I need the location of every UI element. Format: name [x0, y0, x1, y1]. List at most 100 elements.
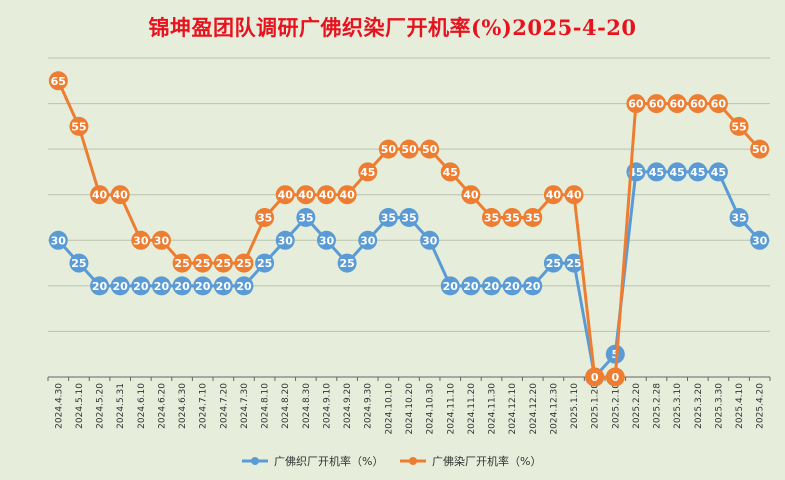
data-point	[48, 71, 68, 91]
data-point	[399, 139, 419, 159]
data-label: 55	[71, 120, 86, 133]
data-point	[378, 139, 398, 159]
data-label: 20	[113, 280, 129, 293]
data-point	[502, 208, 522, 227]
data-point	[378, 208, 398, 227]
legend-marker	[409, 457, 417, 465]
data-point	[296, 208, 316, 227]
data-point	[358, 230, 378, 250]
data-label: 35	[731, 212, 746, 225]
data-label: 20	[443, 280, 459, 293]
series-area: 30 25 20 20 20 20 20 20 20 20 25 30 35 30 25 30 35 35 30 20…	[48, 71, 770, 387]
x-tick-label: 2024.12.10	[508, 383, 518, 435]
data-point	[523, 276, 543, 296]
data-label: 35	[504, 212, 519, 225]
x-tick-label: 2024.7.10	[199, 383, 209, 429]
data-label: 60	[670, 98, 686, 111]
data-point	[667, 162, 687, 182]
data-point	[543, 253, 563, 273]
data-point	[193, 276, 213, 296]
data-point	[151, 230, 171, 250]
x-tick-label: 2024.11.10	[446, 383, 456, 435]
data-point	[647, 94, 667, 114]
data-point	[523, 208, 543, 227]
data-label: 35	[257, 212, 272, 225]
data-point	[399, 208, 419, 227]
data-label: 40	[298, 189, 314, 202]
data-label: 40	[319, 189, 335, 202]
data-label: 20	[504, 280, 520, 293]
legend-label: 广佛染厂开机率（%）	[432, 454, 541, 468]
data-point	[172, 276, 192, 296]
data-point	[48, 230, 68, 250]
x-tick-label: 2025.1.20	[591, 383, 601, 429]
x-tick-label: 2024.9.20	[343, 383, 353, 429]
data-label: 25	[236, 257, 251, 270]
x-tick-label: 2024.6.20	[157, 383, 167, 429]
x-tick-label: 2024.6.10	[137, 383, 147, 429]
chart-title: 锦坤盈团队调研广佛织染厂开机率(%)2025-4-20	[148, 15, 637, 40]
data-point	[647, 162, 667, 182]
data-point	[296, 185, 316, 205]
data-point	[316, 185, 336, 205]
data-label: 40	[566, 189, 582, 202]
data-label: 25	[71, 257, 86, 270]
data-label: 55	[731, 120, 746, 133]
x-tick-label: 2024.8.20	[281, 383, 291, 429]
data-label: 35	[298, 212, 313, 225]
data-label: 25	[546, 257, 561, 270]
x-tick-label: 2025.3.20	[694, 383, 704, 429]
data-label: 45	[360, 166, 375, 179]
data-label: 20	[484, 280, 500, 293]
data-point	[482, 208, 502, 227]
data-point	[69, 116, 89, 136]
legend-item: 广佛染厂开机率（%）	[400, 454, 541, 468]
data-label: 20	[195, 280, 211, 293]
data-point	[213, 253, 233, 273]
series-1: 30 25 20 20 20 20 20 20 20 20 25 30 35 30 25 30 35 35 30 20…	[48, 162, 770, 387]
data-point	[110, 276, 130, 296]
data-label: 30	[133, 234, 149, 247]
x-tick-label: 2024.7.20	[219, 383, 229, 429]
data-label: 20	[236, 280, 252, 293]
data-label: 0	[611, 371, 619, 384]
data-label: 25	[174, 257, 189, 270]
data-point	[255, 208, 275, 227]
data-label: 35	[381, 212, 396, 225]
data-point	[708, 94, 728, 114]
data-label: 50	[752, 143, 768, 156]
x-tick-label: 2024.9.30	[364, 383, 374, 429]
data-label: 20	[92, 280, 108, 293]
data-label: 60	[690, 98, 706, 111]
data-point	[151, 276, 171, 296]
x-tick-label: 2024.10.20	[405, 383, 415, 435]
data-point	[688, 162, 708, 182]
data-point	[358, 162, 378, 182]
x-tick-label: 2025.1.10	[570, 383, 580, 429]
x-tick-label: 2024.7.30	[240, 383, 250, 429]
data-label: 40	[463, 189, 479, 202]
data-label: 25	[257, 257, 272, 270]
x-tick-label: 2025.2.10	[611, 383, 621, 429]
data-label: 30	[752, 234, 768, 247]
data-point	[564, 185, 584, 205]
data-point	[420, 139, 440, 159]
x-tick-label: 2024.8.30	[302, 383, 312, 429]
data-label: 30	[319, 234, 335, 247]
x-axis: 2024.4.30 2024.5.10 2024.5.20 2024.5.31 2024…	[47, 376, 771, 435]
data-label: 45	[690, 166, 705, 179]
data-point	[605, 367, 625, 387]
data-label: 25	[195, 257, 210, 270]
data-label: 20	[216, 280, 232, 293]
data-point	[193, 253, 213, 273]
data-point	[750, 230, 770, 250]
data-label: 50	[401, 143, 417, 156]
data-label: 45	[711, 166, 726, 179]
data-point	[750, 139, 770, 159]
data-label: 40	[113, 189, 129, 202]
data-point	[440, 276, 460, 296]
x-tick-label: 2025.3.10	[673, 383, 683, 429]
data-point	[688, 94, 708, 114]
x-tick-label: 2025.4.20	[756, 383, 766, 429]
